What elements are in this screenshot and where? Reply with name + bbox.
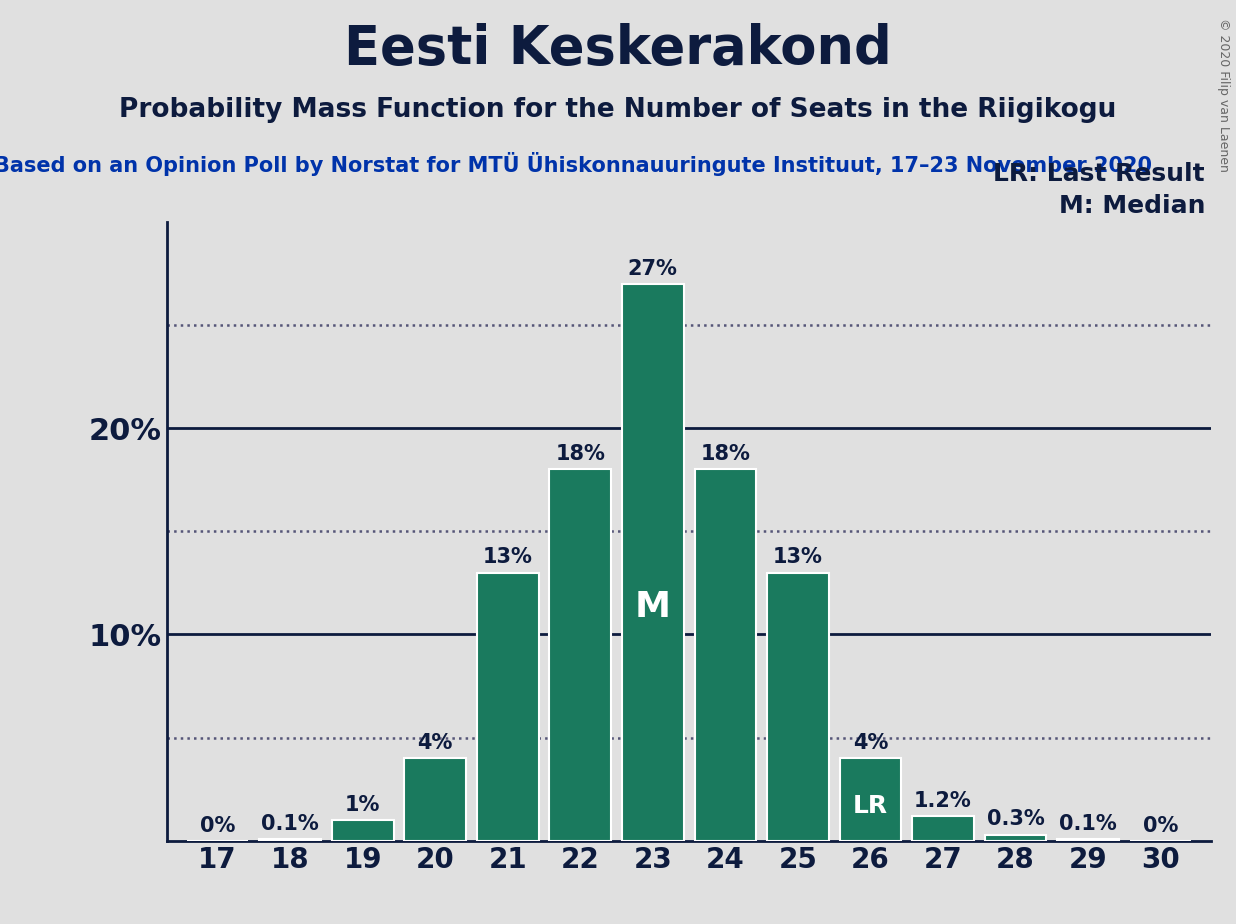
Text: 27%: 27%: [628, 259, 677, 278]
Text: 13%: 13%: [483, 547, 533, 567]
Text: 4%: 4%: [418, 733, 452, 753]
Text: Based on an Opinion Poll by Norstat for MTÜ Ühiskonnauuringute Instituut, 17–23 : Based on an Opinion Poll by Norstat for …: [0, 152, 1152, 176]
Bar: [331, 821, 393, 841]
Text: LR: Last Result: LR: Last Result: [994, 162, 1205, 186]
Bar: [477, 573, 539, 841]
Text: 13%: 13%: [772, 547, 823, 567]
Text: 18%: 18%: [701, 444, 750, 464]
Bar: [912, 816, 974, 841]
Text: LR: LR: [853, 794, 887, 818]
Bar: [695, 469, 756, 841]
Bar: [839, 759, 901, 841]
Text: 0%: 0%: [200, 816, 235, 835]
Text: 18%: 18%: [555, 444, 606, 464]
Text: 4%: 4%: [853, 733, 889, 753]
Bar: [622, 284, 684, 841]
Text: 0.1%: 0.1%: [1059, 814, 1117, 833]
Text: Probability Mass Function for the Number of Seats in the Riigikogu: Probability Mass Function for the Number…: [120, 97, 1116, 123]
Text: M: Median: M: Median: [1058, 194, 1205, 218]
Text: 1%: 1%: [345, 795, 381, 815]
Text: 0%: 0%: [1143, 816, 1178, 835]
Bar: [404, 759, 466, 841]
Bar: [768, 573, 828, 841]
Text: Eesti Keskerakond: Eesti Keskerakond: [344, 23, 892, 75]
Bar: [550, 469, 611, 841]
Bar: [1057, 839, 1119, 841]
Text: 0.1%: 0.1%: [261, 814, 319, 833]
Text: 0.3%: 0.3%: [986, 809, 1044, 830]
Text: © 2020 Filip van Laenen: © 2020 Filip van Laenen: [1216, 18, 1230, 173]
Text: 1.2%: 1.2%: [915, 791, 971, 811]
Bar: [260, 839, 321, 841]
Text: M: M: [635, 590, 671, 624]
Bar: [985, 834, 1047, 841]
